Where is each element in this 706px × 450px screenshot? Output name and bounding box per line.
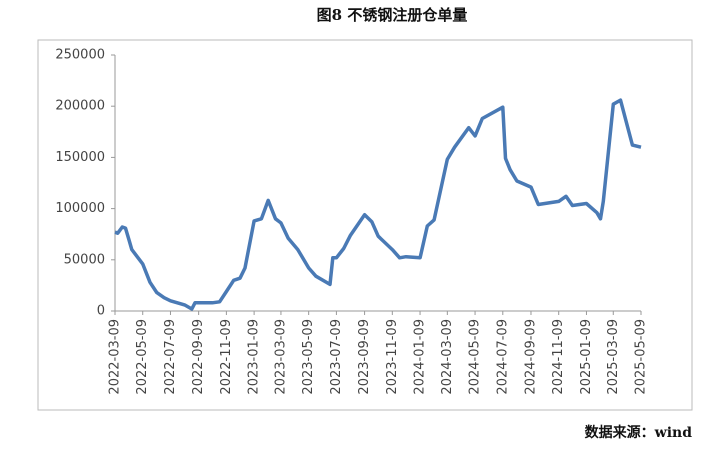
x-tick-label: 2023-07-09 [329, 319, 344, 395]
x-tick-label: 2024-05-09 [468, 319, 483, 395]
x-tick-label: 2023-05-09 [301, 319, 316, 395]
y-tick-label: 200000 [55, 99, 105, 114]
x-tick-label: 2024-11-09 [551, 319, 566, 395]
x-tick-label: 2022-05-09 [135, 319, 150, 395]
x-tick-label: 2023-09-09 [357, 319, 372, 395]
x-tick-label: 2022-09-09 [191, 319, 206, 395]
chart-title: 图8 不锈钢注册仓单量 [317, 6, 468, 24]
x-tick-label: 2024-03-09 [440, 319, 455, 395]
chart-frame [37, 39, 693, 411]
y-tick-label: 150000 [55, 150, 105, 165]
y-tick-label: 100000 [55, 201, 105, 216]
y-tick-label: 250000 [55, 48, 105, 63]
x-tick-label: 2025-05-09 [634, 319, 649, 395]
x-tick-label: 2024-07-09 [495, 319, 510, 395]
y-tick-label: 0 [97, 304, 105, 319]
x-tick-label: 2025-01-09 [579, 319, 594, 395]
x-tick-label: 2022-07-09 [163, 319, 178, 395]
data-line [114, 98, 642, 311]
x-tick-label: 2023-03-09 [273, 319, 288, 395]
source: 数据来源：wind [585, 424, 693, 441]
x-tick-label: 2023-01-09 [247, 319, 262, 395]
x-tick-label: 2022-03-09 [108, 319, 123, 395]
x-tick-label: 2025-03-09 [606, 319, 621, 395]
y-tick-label: 50000 [64, 252, 105, 267]
x-tick-label: 2022-11-09 [219, 319, 234, 395]
x-tick-label: 2024-09-09 [523, 319, 538, 395]
x-tick-label: 2023-11-09 [385, 319, 400, 395]
x-tick-label: 2024-01-09 [413, 319, 428, 395]
